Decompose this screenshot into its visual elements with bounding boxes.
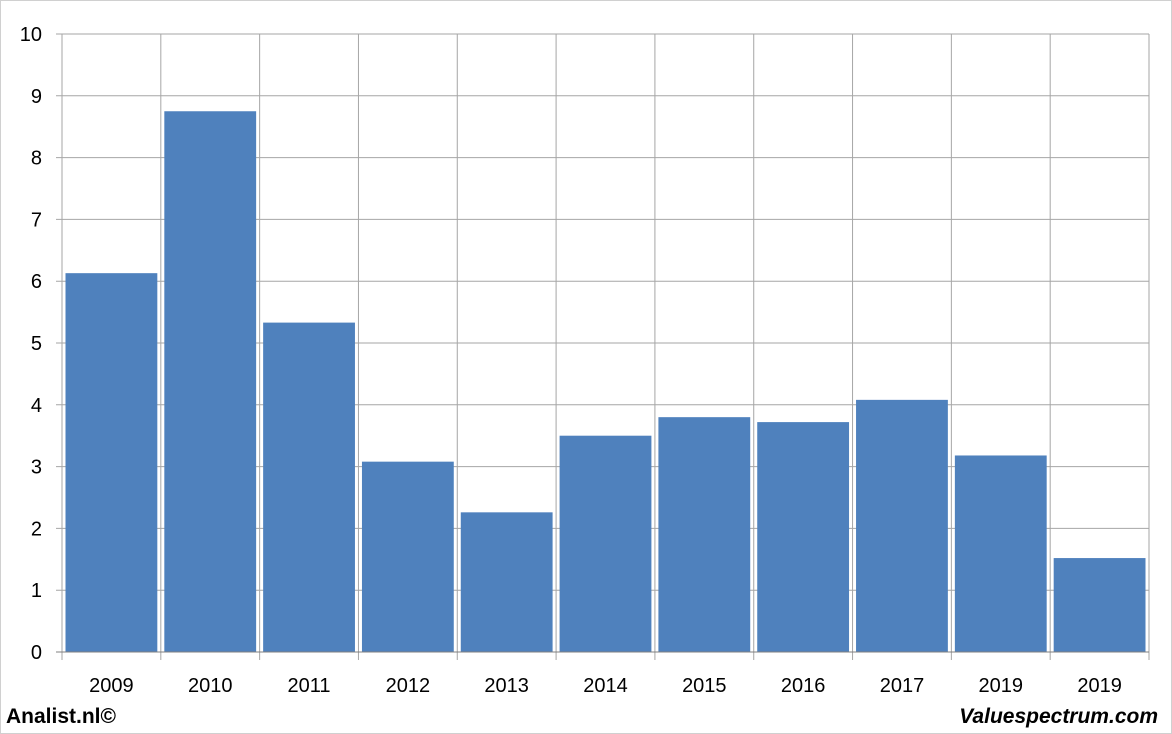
footer-source-right: Valuespectrum.com: [959, 705, 1158, 728]
bar-2009-0: [65, 273, 158, 652]
x-tick-label: 2009: [89, 675, 134, 697]
bar-2017-8: [856, 399, 948, 652]
x-tick-label: 2014: [583, 675, 628, 697]
bar-2013-4: [460, 512, 553, 652]
x-tick-label: 2015: [682, 675, 727, 697]
axis-layer: 0 1 2 3 4 5 6 7 8 9 10 2009 2010 2011 2012 2013 2014 2015…: [20, 24, 1149, 697]
x-tick-label: 2017: [880, 675, 925, 697]
y-tick-label: 2: [31, 518, 42, 540]
y-tick-label: 9: [31, 86, 42, 108]
x-tick-label: 2019: [1077, 675, 1122, 697]
x-tick-label: 2010: [188, 675, 233, 697]
x-tick-label: 2011: [288, 675, 331, 697]
y-tick-label: 10: [20, 24, 42, 46]
y-tick-label: 1: [31, 580, 42, 602]
x-tick-label: 2019: [979, 675, 1024, 697]
bar-2019-10: [1053, 558, 1146, 652]
x-tick-label: 2016: [781, 675, 826, 697]
bar-2019-9: [954, 455, 1047, 652]
y-tick-label: 7: [31, 209, 42, 231]
footer-source-left: Analist.nl©: [6, 705, 116, 728]
y-tick-label: 0: [31, 642, 42, 664]
x-tick-label: 2012: [386, 675, 431, 697]
y-tick-label: 4: [31, 395, 42, 417]
x-tick-label: 2013: [484, 675, 529, 697]
bar-2011-2: [263, 322, 355, 652]
bar-2015-6: [658, 417, 751, 652]
y-tick-label: 6: [31, 271, 42, 293]
bar-2012-3: [361, 461, 454, 652]
y-tick-label: 5: [31, 333, 42, 355]
y-tick-label: 3: [31, 457, 42, 479]
bar-2014-5: [559, 435, 652, 652]
y-tick-label: 8: [31, 148, 42, 170]
bar-2010-1: [164, 111, 257, 652]
bar-layer: [65, 111, 1146, 652]
bar-2016-7: [757, 422, 850, 652]
